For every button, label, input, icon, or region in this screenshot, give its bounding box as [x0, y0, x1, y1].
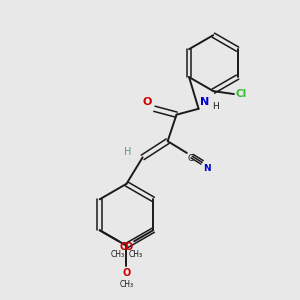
Text: CH₃: CH₃ — [110, 250, 125, 259]
Text: O: O — [143, 97, 152, 107]
Text: CH₃: CH₃ — [119, 280, 134, 290]
Text: Cl: Cl — [236, 89, 247, 99]
Text: CH₃: CH₃ — [128, 250, 142, 259]
Text: O: O — [122, 268, 130, 278]
Text: O: O — [120, 242, 128, 253]
Text: N: N — [200, 97, 209, 107]
Text: C: C — [188, 154, 194, 163]
Text: O: O — [125, 242, 133, 253]
Text: N: N — [204, 164, 211, 173]
Text: H: H — [124, 147, 131, 157]
Text: H: H — [212, 102, 219, 111]
